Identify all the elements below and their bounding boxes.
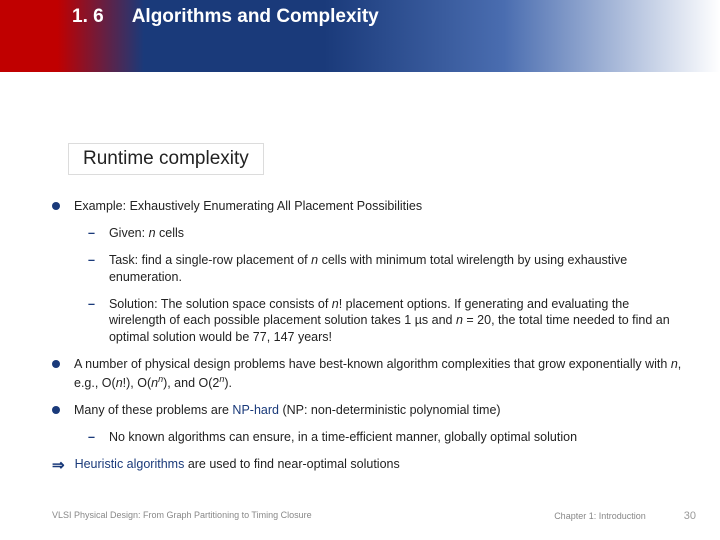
italic-n: n — [332, 297, 339, 311]
bullet-dot-icon — [52, 406, 60, 414]
subtitle-box: Runtime complexity — [68, 143, 264, 175]
t: are used to find near-optimal solutions — [184, 457, 399, 471]
conclusion-text: Heuristic algorithms are used to find ne… — [75, 456, 684, 476]
italic-n: n — [149, 226, 156, 240]
t: Task: find a single-row placement of — [109, 253, 311, 267]
section-number: 1. 6 — [72, 6, 104, 28]
italic-n: n — [456, 313, 463, 327]
bullet-example: Example: Exhaustively Enumerating All Pl… — [52, 198, 684, 215]
t: ). — [224, 376, 232, 390]
sub-list-np: – No known algorithms can ensure, in a t… — [88, 429, 684, 446]
mu: µ — [415, 313, 422, 327]
dash-icon: – — [88, 296, 95, 347]
dash-icon: – — [88, 225, 95, 242]
sub-noknown: – No known algorithms can ensure, in a t… — [88, 429, 684, 446]
footer-right: Chapter 1: Introduction 30 — [554, 510, 696, 522]
bullet-text: Many of these problems are NP-hard (NP: … — [74, 402, 684, 419]
t: A number of physical design problems hav… — [74, 357, 671, 371]
np-hard: NP-hard — [232, 403, 279, 417]
bullet-dot-icon — [52, 360, 60, 368]
dash-icon: – — [88, 252, 95, 286]
sub-text: No known algorithms can ensure, in a tim… — [109, 429, 684, 446]
sub-text: Solution: The solution space consists of… — [109, 296, 684, 347]
bullet-np: Many of these problems are NP-hard (NP: … — [52, 402, 684, 419]
sub-text: Task: find a single-row placement of n c… — [109, 252, 684, 286]
t: !), O( — [123, 376, 151, 390]
bullet-text: A number of physical design problems hav… — [74, 356, 684, 392]
section-title: Algorithms and Complexity — [132, 6, 379, 28]
bullet-dot-icon — [52, 202, 60, 210]
slide-content: Example: Exhaustively Enumerating All Pl… — [52, 198, 684, 476]
bullet-complexity: A number of physical design problems hav… — [52, 356, 684, 392]
t: Given: — [109, 226, 149, 240]
t: ), and O(2 — [163, 376, 219, 390]
t: s and — [422, 313, 456, 327]
heuristic-label: Heuristic algorithms — [75, 457, 185, 471]
sub-solution: – Solution: The solution space consists … — [88, 296, 684, 347]
bullet-text: Example: Exhaustively Enumerating All Pl… — [74, 198, 684, 215]
slide-header: 1. 6 Algorithms and Complexity — [0, 0, 720, 72]
italic-n: n — [116, 376, 123, 390]
italic-n: n — [671, 357, 678, 371]
dash-icon: – — [88, 429, 95, 446]
sub-list: – Given: n cells – Task: find a single-r… — [88, 225, 684, 346]
sub-text: Given: n cells — [109, 225, 684, 242]
t: (NP: non-deterministic polynomial time) — [279, 403, 501, 417]
t: Many of these problems are — [74, 403, 232, 417]
t: Solution: The solution space consists of — [109, 297, 332, 311]
slide-footer: VLSI Physical Design: From Graph Partiti… — [52, 510, 696, 522]
footer-chapter: Chapter 1: Introduction — [554, 511, 646, 521]
footer-left: VLSI Physical Design: From Graph Partiti… — [52, 510, 312, 522]
sub-task: – Task: find a single-row placement of n… — [88, 252, 684, 286]
page-number: 30 — [684, 510, 696, 522]
arrow-icon: ⇒ — [52, 456, 65, 476]
sub-given: – Given: n cells — [88, 225, 684, 242]
conclusion-row: ⇒ Heuristic algorithms are used to find … — [52, 456, 684, 476]
t: cells — [156, 226, 184, 240]
